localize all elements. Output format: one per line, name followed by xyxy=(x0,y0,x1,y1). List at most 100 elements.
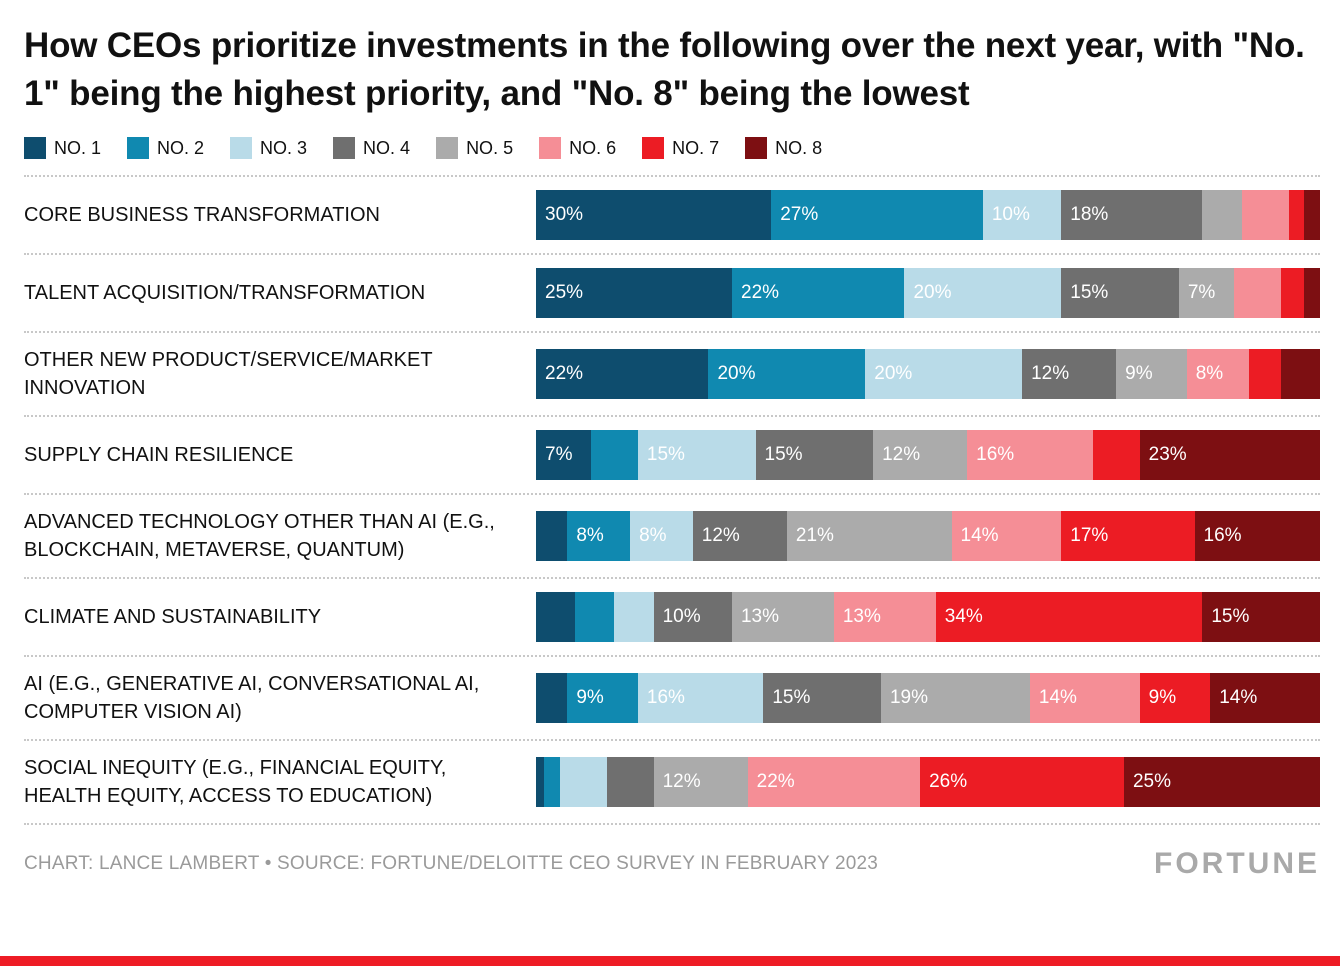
bar-segment: 18% xyxy=(1061,190,1203,241)
bar-segment: 15% xyxy=(755,430,874,481)
bar-segment: 15% xyxy=(637,430,756,481)
legend-swatch xyxy=(127,137,150,160)
segment-value-label: 34% xyxy=(944,606,983,628)
segment-value-label: 14% xyxy=(960,525,999,547)
bar-segment xyxy=(575,592,615,643)
bar-segment: 14% xyxy=(1029,673,1140,724)
bar-segment xyxy=(606,757,654,808)
bar-segment xyxy=(559,757,607,808)
bar-segment: 15% xyxy=(1202,592,1320,643)
chart-row: AI (E.G., GENERATIVE AI, CONVERSATIONAL … xyxy=(24,657,1320,742)
bar-segment: 7% xyxy=(536,430,591,481)
legend-swatch xyxy=(24,137,46,160)
bottom-accent-stripe xyxy=(0,956,1340,966)
legend-item: NO. 7 xyxy=(642,137,719,160)
segment-value-label: 9% xyxy=(1125,363,1153,385)
bar-segment: 15% xyxy=(763,673,881,724)
stacked-bar: 7% 15% 15% 12% 16% 23% xyxy=(536,430,1320,481)
segment-value-label: 8% xyxy=(1195,363,1224,385)
fortune-logo: FORTUNE xyxy=(1154,847,1320,881)
segment-value-label: 23% xyxy=(1148,444,1187,466)
row-label: TALENT ACQUISITION/TRANSFORMATION xyxy=(24,282,426,305)
legend-swatch xyxy=(745,137,768,160)
segment-value-label: 9% xyxy=(1148,687,1177,709)
bar-segment: 10% xyxy=(982,190,1062,241)
legend-item: NO. 5 xyxy=(436,137,513,160)
bar-segment: 13% xyxy=(731,592,834,643)
bar-segment xyxy=(1288,190,1305,241)
bar-segment xyxy=(1280,349,1320,400)
segment-value-label: 27% xyxy=(780,204,819,226)
bar-segment: 27% xyxy=(771,190,983,241)
segment-value-label: 18% xyxy=(1070,204,1109,226)
chart-page: How CEOs prioritize investments in the f… xyxy=(24,26,1320,881)
segment-value-label: 15% xyxy=(1070,282,1109,304)
segment-value-label: 15% xyxy=(1211,606,1250,628)
bar-segment: 12% xyxy=(1022,349,1117,400)
bar-segment xyxy=(1304,190,1320,241)
bar-segment xyxy=(590,430,638,481)
bar-segment: 21% xyxy=(786,511,952,562)
legend-item: NO. 3 xyxy=(230,137,307,160)
bar-segment: 13% xyxy=(833,592,936,643)
segment-value-label: 14% xyxy=(1219,687,1258,709)
row-label: CLIMATE AND SUSTAINABILITY xyxy=(24,606,322,629)
source-credit: CHART: LANCE LAMBERT • SOURCE: FORTUNE/D… xyxy=(24,853,879,875)
chart-row: SUPPLY CHAIN RESILIENCE 7% 15% 15% 12% 16% 23% xyxy=(24,417,1320,496)
chart-rows: CORE BUSINESS TRANSFORMATION 30% 27% 10% 18%… xyxy=(24,175,1320,826)
segment-value-label: 10% xyxy=(662,606,701,628)
bar-segment xyxy=(1241,190,1289,241)
bar-segment: 9% xyxy=(1139,673,1211,724)
segment-value-label: 12% xyxy=(701,525,740,547)
bar-segment: 14% xyxy=(1210,673,1320,724)
stacked-bar: 25% 22% 20% 15% 7% xyxy=(536,268,1320,319)
legend-label: NO. 1 xyxy=(54,137,102,158)
segment-value-label: 12% xyxy=(662,771,701,793)
legend-item: NO. 8 xyxy=(745,137,822,160)
segment-value-label: 15% xyxy=(764,444,803,466)
bar-segment: 16% xyxy=(637,673,764,724)
segment-value-label: 20% xyxy=(717,363,756,385)
bar-segment xyxy=(536,673,568,724)
bar-segment: 8% xyxy=(567,511,631,562)
stacked-bar: 10% 13% 13% 34% 15% xyxy=(536,592,1320,643)
segment-value-label: 8% xyxy=(639,525,667,547)
bar-segment: 20% xyxy=(904,268,1062,319)
chart-row: CLIMATE AND SUSTAINABILITY 10% 13% 13% 34% 15… xyxy=(24,579,1320,658)
segment-value-label: 14% xyxy=(1038,687,1077,709)
row-label: AI (E.G., GENERATIVE AI, CONVERSATIONAL … xyxy=(24,673,480,724)
segment-value-label: 30% xyxy=(545,204,584,226)
segment-value-label: 19% xyxy=(889,687,928,709)
segment-value-label: 21% xyxy=(795,525,834,547)
bar-segment xyxy=(614,592,654,643)
segment-value-label: 10% xyxy=(991,204,1030,226)
bar-segment: 17% xyxy=(1061,511,1195,562)
segment-value-label: 22% xyxy=(741,282,780,304)
footer: CHART: LANCE LAMBERT • SOURCE: FORTUNE/D… xyxy=(24,825,1320,881)
bar-segment: 25% xyxy=(1123,757,1320,808)
segment-value-label: 22% xyxy=(756,771,795,793)
segment-value-label: 20% xyxy=(874,363,913,385)
bar-segment: 23% xyxy=(1139,430,1320,481)
row-label: SUPPLY CHAIN RESILIENCE xyxy=(24,444,294,467)
stacked-bar: 8% 8% 12% 21% 14% 17% 16% xyxy=(536,511,1320,562)
stacked-bar: 30% 27% 10% 18% xyxy=(536,190,1320,241)
chart-row: TALENT ACQUISITION/TRANSFORMATION 25% 22% 2… xyxy=(24,255,1320,334)
bar-segment: 25% xyxy=(536,268,732,319)
legend-swatch xyxy=(642,137,665,160)
segment-value-label: 16% xyxy=(646,687,685,709)
bar-segment: 22% xyxy=(747,757,921,808)
bar-segment: 9% xyxy=(567,673,638,724)
bar-segment: 10% xyxy=(653,592,732,643)
legend-item: NO. 1 xyxy=(24,137,102,160)
bar-segment: 14% xyxy=(951,511,1062,562)
bar-segment xyxy=(536,757,544,808)
bar-segment: 8% xyxy=(1186,349,1250,400)
bar-segment: 20% xyxy=(865,349,1023,400)
bar-segment: 8% xyxy=(630,511,693,562)
legend: NO. 1 NO. 2 NO. 3 NO. 4 NO. 5 NO. 6 NO. 7 NO. 8 xyxy=(24,137,1320,160)
legend-swatch xyxy=(230,137,253,160)
bar-segment: 30% xyxy=(536,190,772,241)
segment-value-label: 25% xyxy=(1132,771,1171,793)
bar-segment xyxy=(1280,268,1305,319)
